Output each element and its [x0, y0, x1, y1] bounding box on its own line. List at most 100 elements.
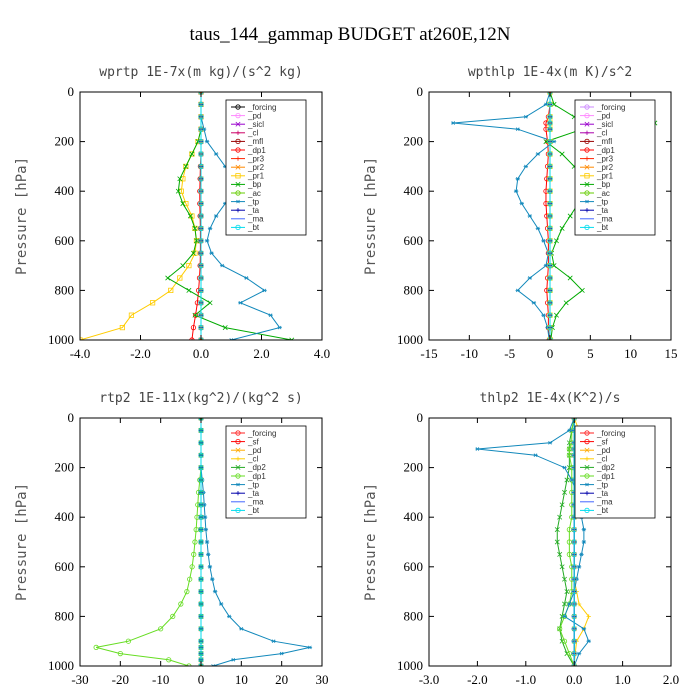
- legend-label: _dp2: [596, 463, 615, 472]
- legend: _forcing_sf_pd_cl_dp2_dp1_tp_ta_ma_bt: [225, 425, 307, 519]
- data-point: [527, 214, 533, 218]
- data-point: [192, 250, 198, 256]
- data-point: [547, 126, 553, 132]
- x-tick-label: 10: [235, 672, 248, 687]
- data-point: [210, 664, 216, 666]
- data-point: [187, 576, 193, 582]
- data-point: [562, 614, 567, 619]
- legend-marker: [235, 208, 241, 213]
- legend-marker: [235, 430, 241, 436]
- x-tick-label: 10: [624, 346, 637, 361]
- legend-label: _cl: [247, 129, 258, 138]
- data-point: [564, 589, 570, 595]
- y-tick-label: 800: [55, 608, 75, 623]
- legend-label: _forcing: [247, 103, 276, 112]
- plot-area: -4.0 -2.0 0.0 2.0 4.0 0 200 400 600 800 1000 _forci…: [48, 84, 330, 361]
- legend-item: _tp: [231, 197, 260, 206]
- x-tick-label: -15: [420, 346, 437, 361]
- data-point: [571, 601, 577, 607]
- data-point: [204, 139, 210, 144]
- x-tick-label: -30: [71, 672, 88, 687]
- data-point: [207, 300, 213, 306]
- series-bt: [198, 418, 204, 666]
- data-point: [566, 452, 572, 458]
- legend-item: _mfl: [580, 137, 612, 146]
- legend-item: _pr1: [580, 172, 614, 181]
- data-point: [198, 275, 204, 281]
- legend-item: _cl: [231, 455, 258, 464]
- legend-label: _pd: [596, 446, 610, 455]
- data-point: [571, 613, 577, 619]
- data-point: [158, 626, 164, 632]
- legend-marker: [235, 456, 241, 461]
- legend-label: _ac: [596, 189, 610, 198]
- data-point: [541, 313, 546, 318]
- data-point: [547, 325, 553, 331]
- data-point: [192, 539, 198, 545]
- legend-item: _cl: [580, 455, 607, 464]
- x-tick-label: 20: [275, 672, 288, 687]
- data-point: [189, 151, 195, 157]
- y-tick-label: 800: [404, 282, 424, 297]
- data-point: [207, 564, 213, 569]
- legend-label: _mfl: [247, 137, 263, 146]
- series-line: [80, 92, 202, 340]
- data-point: [547, 188, 553, 194]
- x-tick-label: 5: [587, 346, 594, 361]
- y-tick-label: 200: [404, 460, 424, 475]
- data-point: [231, 657, 236, 662]
- data-point: [177, 176, 183, 182]
- y-tick-label: 600: [404, 233, 424, 248]
- y-tick-label: 800: [55, 282, 75, 297]
- data-point: [198, 263, 204, 269]
- data-point: [576, 564, 582, 569]
- panel-title: wpthlp 1E-4x(m K)/s^2: [468, 65, 632, 80]
- data-point: [279, 651, 284, 656]
- legend-label: _dp2: [247, 463, 266, 472]
- data-point: [535, 226, 541, 231]
- legend-label: _sf: [247, 437, 259, 446]
- legend-label: _tp: [596, 197, 609, 206]
- legend-label: _pr2: [247, 163, 265, 172]
- data-point: [553, 312, 559, 318]
- y-axis-label: Pressure [hPa]: [14, 483, 30, 601]
- series-group: [80, 92, 295, 340]
- data-point: [198, 452, 204, 458]
- legend-marker: [235, 138, 241, 145]
- data-point: [547, 238, 553, 244]
- legend-marker: [584, 482, 590, 487]
- data-point: [523, 114, 528, 119]
- data-point: [515, 127, 520, 132]
- data-point: [554, 539, 560, 545]
- data-point: [198, 213, 204, 219]
- data-point: [547, 275, 553, 281]
- panel-wpthlp: wpthlp 1E-4x(m K)/s^2 Pressure [hPa] -15…: [363, 65, 678, 361]
- data-point: [189, 564, 195, 570]
- legend-marker: [584, 156, 590, 161]
- legend-marker: [235, 190, 241, 196]
- data-point: [218, 602, 224, 606]
- data-point: [219, 263, 225, 268]
- data-point: [562, 489, 568, 495]
- data-point: [119, 324, 125, 331]
- data-point: [547, 176, 553, 182]
- data-point: [212, 589, 218, 594]
- legend-item: _ma: [231, 215, 264, 224]
- data-point: [198, 225, 204, 231]
- legend-marker: [584, 181, 590, 187]
- series-line: [545, 92, 551, 340]
- data-point: [117, 651, 123, 657]
- legend: _forcing_pd_sicl_cl_mfl_dp1_pr3_pr2_pr1_…: [225, 99, 307, 236]
- data-point: [198, 564, 204, 570]
- plot-frame: [428, 417, 672, 667]
- y-axis-label: Pressure [hPa]: [363, 157, 379, 275]
- y-tick-label: 0: [68, 84, 75, 99]
- legend-marker: [235, 447, 241, 453]
- data-point: [581, 540, 587, 544]
- legend-label: _pr1: [247, 172, 265, 181]
- data-point: [527, 276, 533, 280]
- legend-item: _bt: [231, 506, 260, 515]
- legend-item: _sf: [231, 437, 259, 446]
- data-point: [198, 489, 204, 496]
- legend-label: _dp1: [596, 146, 615, 155]
